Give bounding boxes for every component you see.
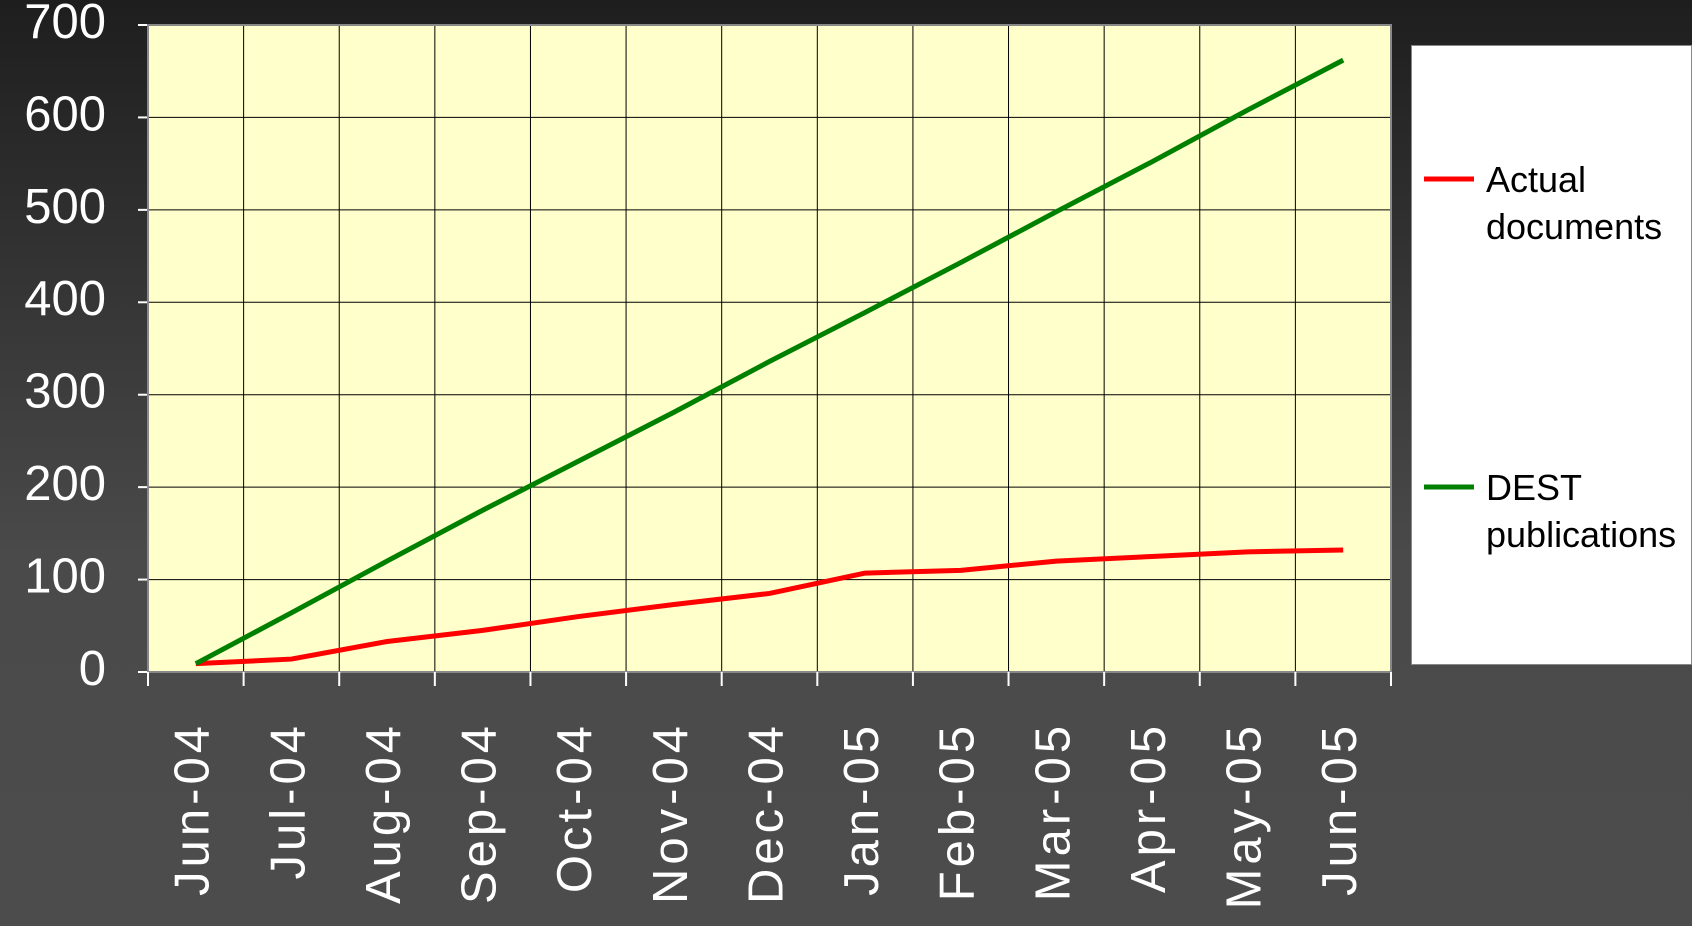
y-tick-label: 300 [24, 365, 106, 419]
y-tick-label: 200 [24, 457, 106, 511]
x-tick-label: May-05 [1218, 722, 1272, 909]
data-line [195, 547, 1344, 667]
y-tick-label: 100 [24, 550, 106, 604]
data-line [194, 57, 1345, 666]
legend-label: Actual documents [1486, 159, 1663, 247]
y-tick-label: 700 [24, 0, 106, 49]
x-tick-label: Sep-04 [453, 722, 507, 904]
legend-swatch [1424, 176, 1474, 182]
x-tick-label: Oct-04 [548, 722, 602, 893]
y-tick-label: 0 [79, 642, 106, 696]
legend: Actual documents DEST publications [1411, 45, 1692, 665]
x-tick-label: Jan-05 [835, 722, 889, 896]
plot-border [147, 24, 1392, 673]
x-tick-label: Jul-04 [261, 722, 315, 879]
x-tick-label: Apr-05 [1122, 722, 1176, 893]
x-tick-label: Feb-05 [931, 722, 985, 901]
y-tick-label: 500 [24, 180, 106, 234]
x-tick-label: Dec-04 [739, 722, 793, 904]
x-tick-label: Aug-04 [357, 722, 411, 904]
plot-area [148, 25, 1391, 672]
legend-swatch [1424, 484, 1474, 490]
y-tick-label: 600 [24, 87, 106, 141]
x-tick-label: Jun-04 [166, 722, 220, 896]
x-tick-label: Jun-05 [1313, 722, 1367, 896]
legend-label: DEST publications [1486, 467, 1677, 555]
x-tick-label: Nov-04 [644, 722, 698, 904]
x-tick-label: Mar-05 [1026, 722, 1080, 901]
y-tick-label: 400 [24, 272, 106, 326]
